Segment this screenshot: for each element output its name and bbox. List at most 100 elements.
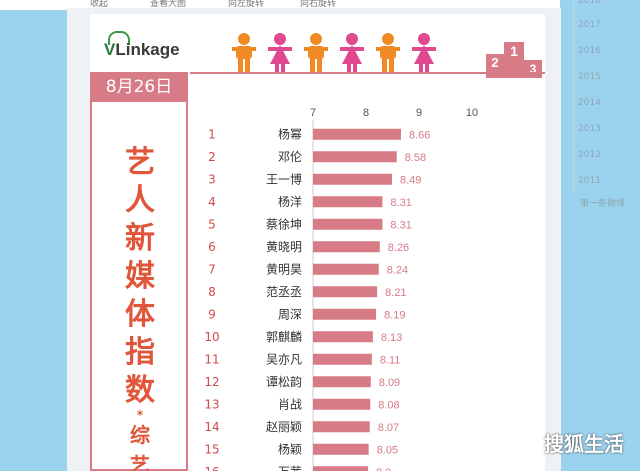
value-label: 8.05: [377, 444, 398, 456]
image-toolbar: 收起 查看大图 向左旋转 向右旋转: [0, 0, 560, 10]
value-label: 8.08: [378, 399, 399, 411]
bar: [313, 263, 379, 275]
artist-name-label: 郭麒麟: [266, 329, 302, 344]
pink-figure-icon: [412, 33, 436, 73]
artist-name-label: 王一博: [266, 171, 302, 186]
rotate-right-button[interactable]: 向右旋转: [300, 0, 337, 9]
value-label: 8.11: [380, 354, 401, 366]
rank-label: 8: [208, 285, 216, 299]
infographic-card: VLinkage 2 1 3 8月26日 艺 人 新 媒 体 指 数 * 综 艺…: [90, 14, 545, 471]
rank-label: 11: [204, 352, 219, 366]
bar: [313, 443, 369, 455]
artist-name-label: 杨颖: [278, 441, 302, 456]
value-label: 8.07: [378, 422, 399, 434]
x-tick-label: 9: [416, 107, 422, 119]
bar: [313, 241, 380, 253]
x-tick-label: 10: [466, 107, 478, 119]
bar: [313, 196, 383, 208]
value-label: 8.19: [384, 309, 405, 321]
bar: [313, 331, 373, 343]
rank-label: 2: [208, 150, 216, 164]
value-label: 8.31: [390, 219, 411, 231]
date-label: 8月26日: [90, 72, 188, 102]
year-link[interactable]: 2017: [578, 20, 601, 30]
value-label: 8.24: [387, 264, 408, 276]
year-link[interactable]: 2011: [578, 176, 601, 186]
watermark-text: 搜狐生活: [544, 432, 624, 456]
artist-name-label: 蔡徐坤: [266, 216, 302, 231]
rotate-left-button[interactable]: 向左旋转: [228, 0, 265, 9]
rank-label: 10: [204, 330, 219, 344]
artist-name-label: 赵丽颖: [266, 420, 302, 434]
bar: [313, 218, 383, 230]
value-label: 8.49: [400, 174, 421, 186]
x-tick-label: 8: [363, 107, 369, 119]
year-link[interactable]: 2018: [578, 0, 601, 6]
year-link[interactable]: 2016: [578, 46, 601, 56]
bar: [313, 398, 371, 410]
rank-label: 7: [208, 262, 216, 276]
rank-label: 9: [208, 307, 216, 321]
value-label: 8.0: [376, 467, 391, 471]
timeline-line: [573, 0, 574, 195]
x-tick-label: 7: [310, 107, 316, 119]
bar: [313, 286, 378, 298]
artist-name-label: 杨洋: [278, 194, 302, 209]
bar: [313, 376, 371, 388]
vertical-title: 艺 人 新 媒 体 指 数 * 综 艺: [125, 145, 155, 471]
rank-label: 15: [204, 442, 219, 456]
rank-label: 6: [208, 240, 216, 254]
rank-label: 16: [204, 465, 219, 471]
rank-label: 13: [204, 397, 219, 411]
artist-name-label: 邓伦: [278, 149, 302, 164]
artist-name-label: 周深: [278, 307, 302, 321]
rank-label: 4: [208, 195, 216, 209]
value-label: 8.09: [379, 377, 400, 389]
rank-label: 5: [208, 217, 216, 231]
value-label: 8.26: [388, 242, 409, 254]
artist-name-label: 黄明昊: [266, 262, 302, 276]
bar: [313, 173, 392, 185]
year-link[interactable]: 2015: [578, 72, 601, 82]
bar: [313, 151, 397, 163]
collapse-button[interactable]: 收起: [90, 0, 109, 9]
artist-name-label: 黄晓明: [266, 240, 302, 254]
bar-chart-svg: 7 8 9 10 1 杨幂 8.66 2 邓伦 8.58 3 王一博 8.49 4 杨洋 8.31 5 蔡徐坤 8.…: [204, 107, 478, 471]
orange-figure-icon: [376, 33, 400, 73]
vlinkage-logo: VLinkage: [104, 40, 180, 59]
year-link[interactable]: 2012: [578, 150, 601, 160]
artist-name-label: 范丞丞: [266, 285, 302, 299]
bar: [313, 421, 370, 433]
rank-label: 12: [204, 375, 219, 389]
first-weibo-link[interactable]: 第一条微博: [580, 199, 626, 209]
view-large-button[interactable]: 查看大图: [150, 0, 187, 9]
rank-label: 3: [208, 172, 216, 186]
pink-figure-icon: [268, 33, 292, 73]
value-label: 8.66: [409, 129, 430, 141]
bar: [313, 353, 372, 365]
timeline-sidebar: 2018 2017 2016 2015 2014 2013 2012 2011 …: [568, 0, 640, 471]
title-panel: 艺 人 新 媒 体 指 数 * 综 艺: [90, 102, 188, 471]
bar: [313, 308, 377, 320]
podium-first: 1: [504, 42, 524, 78]
ranking-chart: 7 8 9 10 1 杨幂 8.66 2 邓伦 8.58 3 王一博 8.49 4 杨洋 8.31 5 蔡徐坤 8.…: [190, 72, 545, 471]
logo-arc-icon: [108, 31, 130, 45]
year-link[interactable]: 2014: [578, 98, 601, 108]
year-link[interactable]: 2013: [578, 124, 601, 134]
artist-name-label: 万茜: [278, 465, 302, 471]
bar: [313, 128, 401, 140]
people-figures-illustration: [232, 33, 436, 73]
orange-figure-icon: [304, 33, 328, 73]
rank-label: 14: [204, 420, 219, 434]
pink-figure-icon: [340, 33, 364, 73]
artist-name-label: 吴亦凡: [266, 351, 302, 366]
rank-label: 1: [208, 127, 216, 141]
orange-figure-icon: [232, 33, 256, 73]
value-label: 8.58: [405, 152, 426, 164]
value-label: 8.21: [385, 287, 406, 299]
value-label: 8.31: [390, 197, 411, 209]
bar: [313, 466, 369, 471]
artist-name-label: 杨幂: [278, 126, 302, 141]
artist-name-label: 谭松韵: [266, 374, 302, 389]
value-label: 8.13: [381, 332, 402, 344]
